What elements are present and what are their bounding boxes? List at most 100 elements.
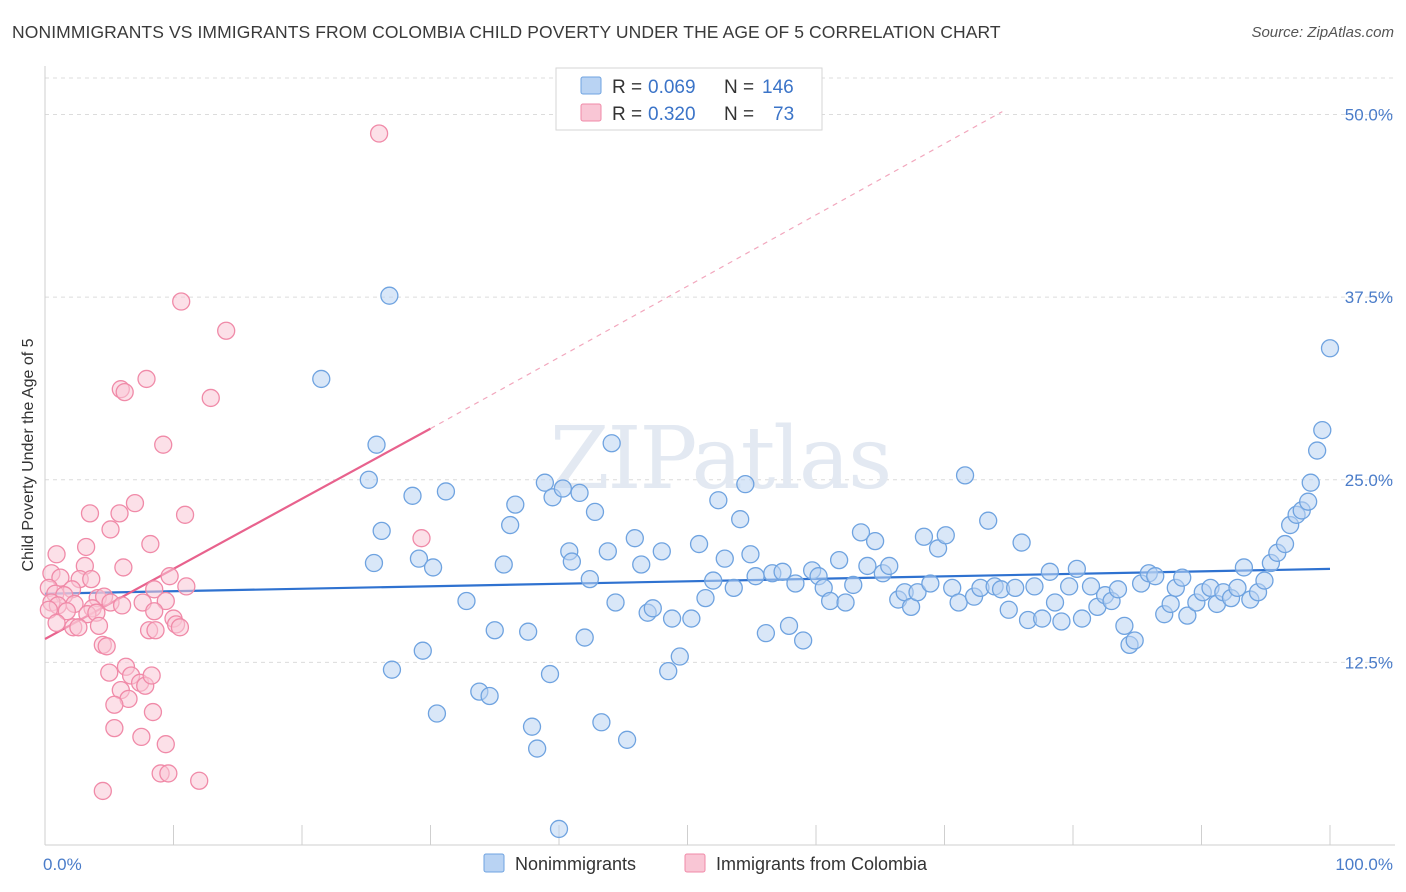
point-nonimmigrants-130 (1255, 571, 1274, 590)
point-nonimmigrants-4 (364, 553, 384, 573)
point-nonimmigrants-6 (403, 486, 422, 505)
point-nonimmigrants-3 (359, 470, 378, 489)
point-nonimmigrants-10 (423, 558, 443, 577)
point-nonimmigrants-2 (367, 435, 386, 454)
point-immigrants-70 (190, 771, 209, 790)
point-nonimmigrants-33 (585, 502, 605, 522)
point-immigrants-63 (105, 695, 124, 714)
point-nonimmigrants-15 (480, 686, 499, 706)
point-nonimmigrants-20 (519, 622, 538, 641)
point-immigrants-1 (172, 292, 191, 311)
point-nonimmigrants-27 (553, 479, 573, 498)
point-nonimmigrants-89 (979, 511, 998, 530)
legend-r-label-1: R = (612, 77, 642, 98)
point-nonimmigrants-18 (501, 515, 520, 535)
point-nonimmigrants-0 (312, 369, 331, 389)
point-nonimmigrants-37 (606, 593, 625, 612)
point-nonimmigrants-133 (1275, 534, 1295, 554)
point-nonimmigrants-93 (1006, 578, 1025, 598)
point-immigrants-72 (145, 602, 164, 621)
point-immigrants-7 (154, 435, 173, 454)
point-immigrants-44 (89, 616, 109, 636)
legend-swatch-immigrants (580, 103, 602, 122)
y-tick-label-3: 50.0% (1345, 106, 1393, 125)
y-tick-label-1: 25.0% (1345, 471, 1393, 490)
legend-n-value-2: 73 (773, 104, 794, 125)
point-nonimmigrants-118 (1173, 568, 1192, 587)
y-tick-labels: 12.5% 25.0% 37.5% 50.0% (1345, 106, 1393, 673)
point-nonimmigrants-45 (662, 609, 682, 628)
point-nonimmigrants-34 (592, 713, 611, 732)
trend-lines (44, 111, 1331, 640)
legend-r-label-2: R = (612, 104, 642, 125)
point-immigrants-60 (100, 663, 119, 682)
point-nonimmigrants-119 (1178, 606, 1197, 625)
point-nonimmigrants-24 (540, 664, 560, 684)
data-points (39, 124, 1340, 839)
point-nonimmigrants-52 (715, 549, 734, 568)
point-nonimmigrants-103 (1072, 609, 1092, 628)
point-nonimmigrants-67 (820, 591, 840, 611)
point-nonimmigrants-13 (457, 591, 476, 611)
point-nonimmigrants-46 (670, 647, 689, 666)
point-nonimmigrants-141 (1320, 339, 1340, 358)
point-nonimmigrants-80 (914, 527, 934, 546)
point-immigrants-9 (125, 493, 145, 513)
point-immigrants-46 (69, 618, 88, 637)
point-nonimmigrants-61 (779, 616, 799, 636)
axes (44, 66, 1395, 846)
point-immigrants-11 (80, 504, 100, 523)
point-immigrants-59 (142, 666, 161, 685)
point-nonimmigrants-35 (598, 542, 617, 561)
bottom-legend-swatch-immigrants (684, 853, 706, 873)
point-nonimmigrants-51 (709, 491, 728, 510)
legend-r-value-2: 0.320 (648, 104, 696, 125)
point-nonimmigrants-47 (682, 609, 701, 628)
point-immigrants-39 (156, 591, 175, 611)
point-nonimmigrants-40 (632, 555, 651, 574)
point-nonimmigrants-140 (1313, 420, 1332, 440)
point-immigrants-18 (114, 558, 133, 577)
point-immigrants-2 (217, 321, 236, 340)
y-tick-label-0: 12.5% (1345, 653, 1393, 672)
point-nonimmigrants-49 (696, 588, 715, 608)
point-immigrants-26 (177, 577, 196, 596)
source-note: Source: ZipAtlas.com (1251, 24, 1394, 41)
point-nonimmigrants-32 (580, 569, 599, 589)
point-nonimmigrants-29 (562, 552, 581, 571)
point-immigrants-69 (159, 764, 178, 783)
point-nonimmigrants-16 (485, 621, 504, 640)
point-nonimmigrants-1 (380, 286, 399, 305)
point-nonimmigrants-72 (858, 556, 877, 576)
trend-line-nonimmigrants (44, 567, 1331, 595)
point-nonimmigrants-39 (625, 529, 644, 548)
point-nonimmigrants-8 (413, 641, 432, 660)
point-nonimmigrants-137 (1299, 492, 1318, 511)
point-nonimmigrants-38 (617, 730, 637, 749)
y-axis-label: Child Poverty Under the Age of 5 (20, 338, 37, 571)
point-nonimmigrants-70 (844, 575, 863, 595)
point-nonimmigrants-44 (659, 661, 678, 681)
point-nonimmigrants-102 (1067, 559, 1087, 579)
legend-swatch-nonimmigrants (580, 76, 602, 95)
point-nonimmigrants-138 (1301, 473, 1320, 492)
y-tick-label-2: 37.5% (1345, 288, 1393, 307)
point-immigrants-27 (145, 580, 164, 599)
point-immigrants-65 (105, 718, 124, 738)
point-nonimmigrants-86 (955, 466, 975, 485)
point-immigrants-16 (47, 545, 66, 564)
chart-title: NONIMMIGRANTS VS IMMIGRANTS FROM COLOMBI… (12, 22, 1001, 42)
point-nonimmigrants-75 (880, 556, 899, 576)
point-nonimmigrants-104 (1081, 577, 1101, 596)
point-immigrants-67 (156, 735, 175, 754)
point-nonimmigrants-12 (436, 482, 456, 501)
point-nonimmigrants-9 (382, 660, 402, 679)
legend-n-label-1: N = (724, 77, 754, 98)
point-nonimmigrants-97 (1033, 609, 1052, 628)
point-immigrants-6 (115, 382, 134, 402)
bottom-legend-immigrants: Immigrants from Colombia (716, 854, 928, 874)
point-immigrants-20 (51, 568, 70, 587)
x-tick-labels: 0.0% 100.0% (43, 855, 1393, 874)
bottom-legend: Nonimmigrants Immigrants from Colombia (483, 853, 928, 874)
point-nonimmigrants-99 (1045, 593, 1065, 612)
